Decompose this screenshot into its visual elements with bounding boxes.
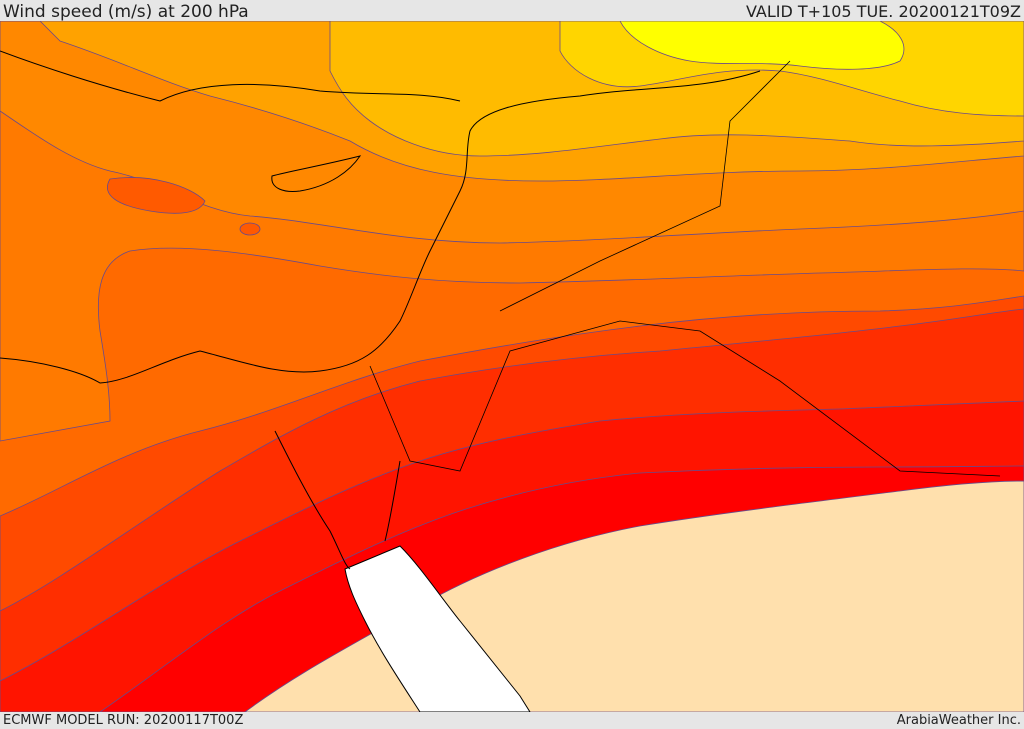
map-title: Wind speed (m/s) at 200 hPa [3, 2, 249, 22]
border-line-1 [369, 320, 1001, 477]
map-svg [0, 21, 1024, 712]
footer-bar: ECMWF MODEL RUN: 20200117T00Z ArabiaWeat… [0, 712, 1024, 729]
jet-streak-2 [239, 222, 261, 236]
sinai-coast [274, 430, 401, 570]
band-yellow [619, 21, 905, 70]
jet-streak-1 [107, 177, 206, 214]
model-run-label: ECMWF MODEL RUN: 20200117T00Z [3, 713, 244, 728]
coastline-mediterranean [0, 70, 761, 384]
cyprus [271, 155, 362, 192]
coastline-turkey [0, 50, 461, 102]
header-bar: Wind speed (m/s) at 200 hPa VALID T+105 … [0, 0, 1024, 21]
border-line-2 [499, 60, 791, 312]
red-sea [344, 545, 531, 712]
wind-speed-map [0, 21, 1024, 712]
credit-label: ArabiaWeather Inc. [896, 713, 1021, 728]
valid-time: VALID T+105 TUE. 20200121T09Z [745, 2, 1021, 21]
